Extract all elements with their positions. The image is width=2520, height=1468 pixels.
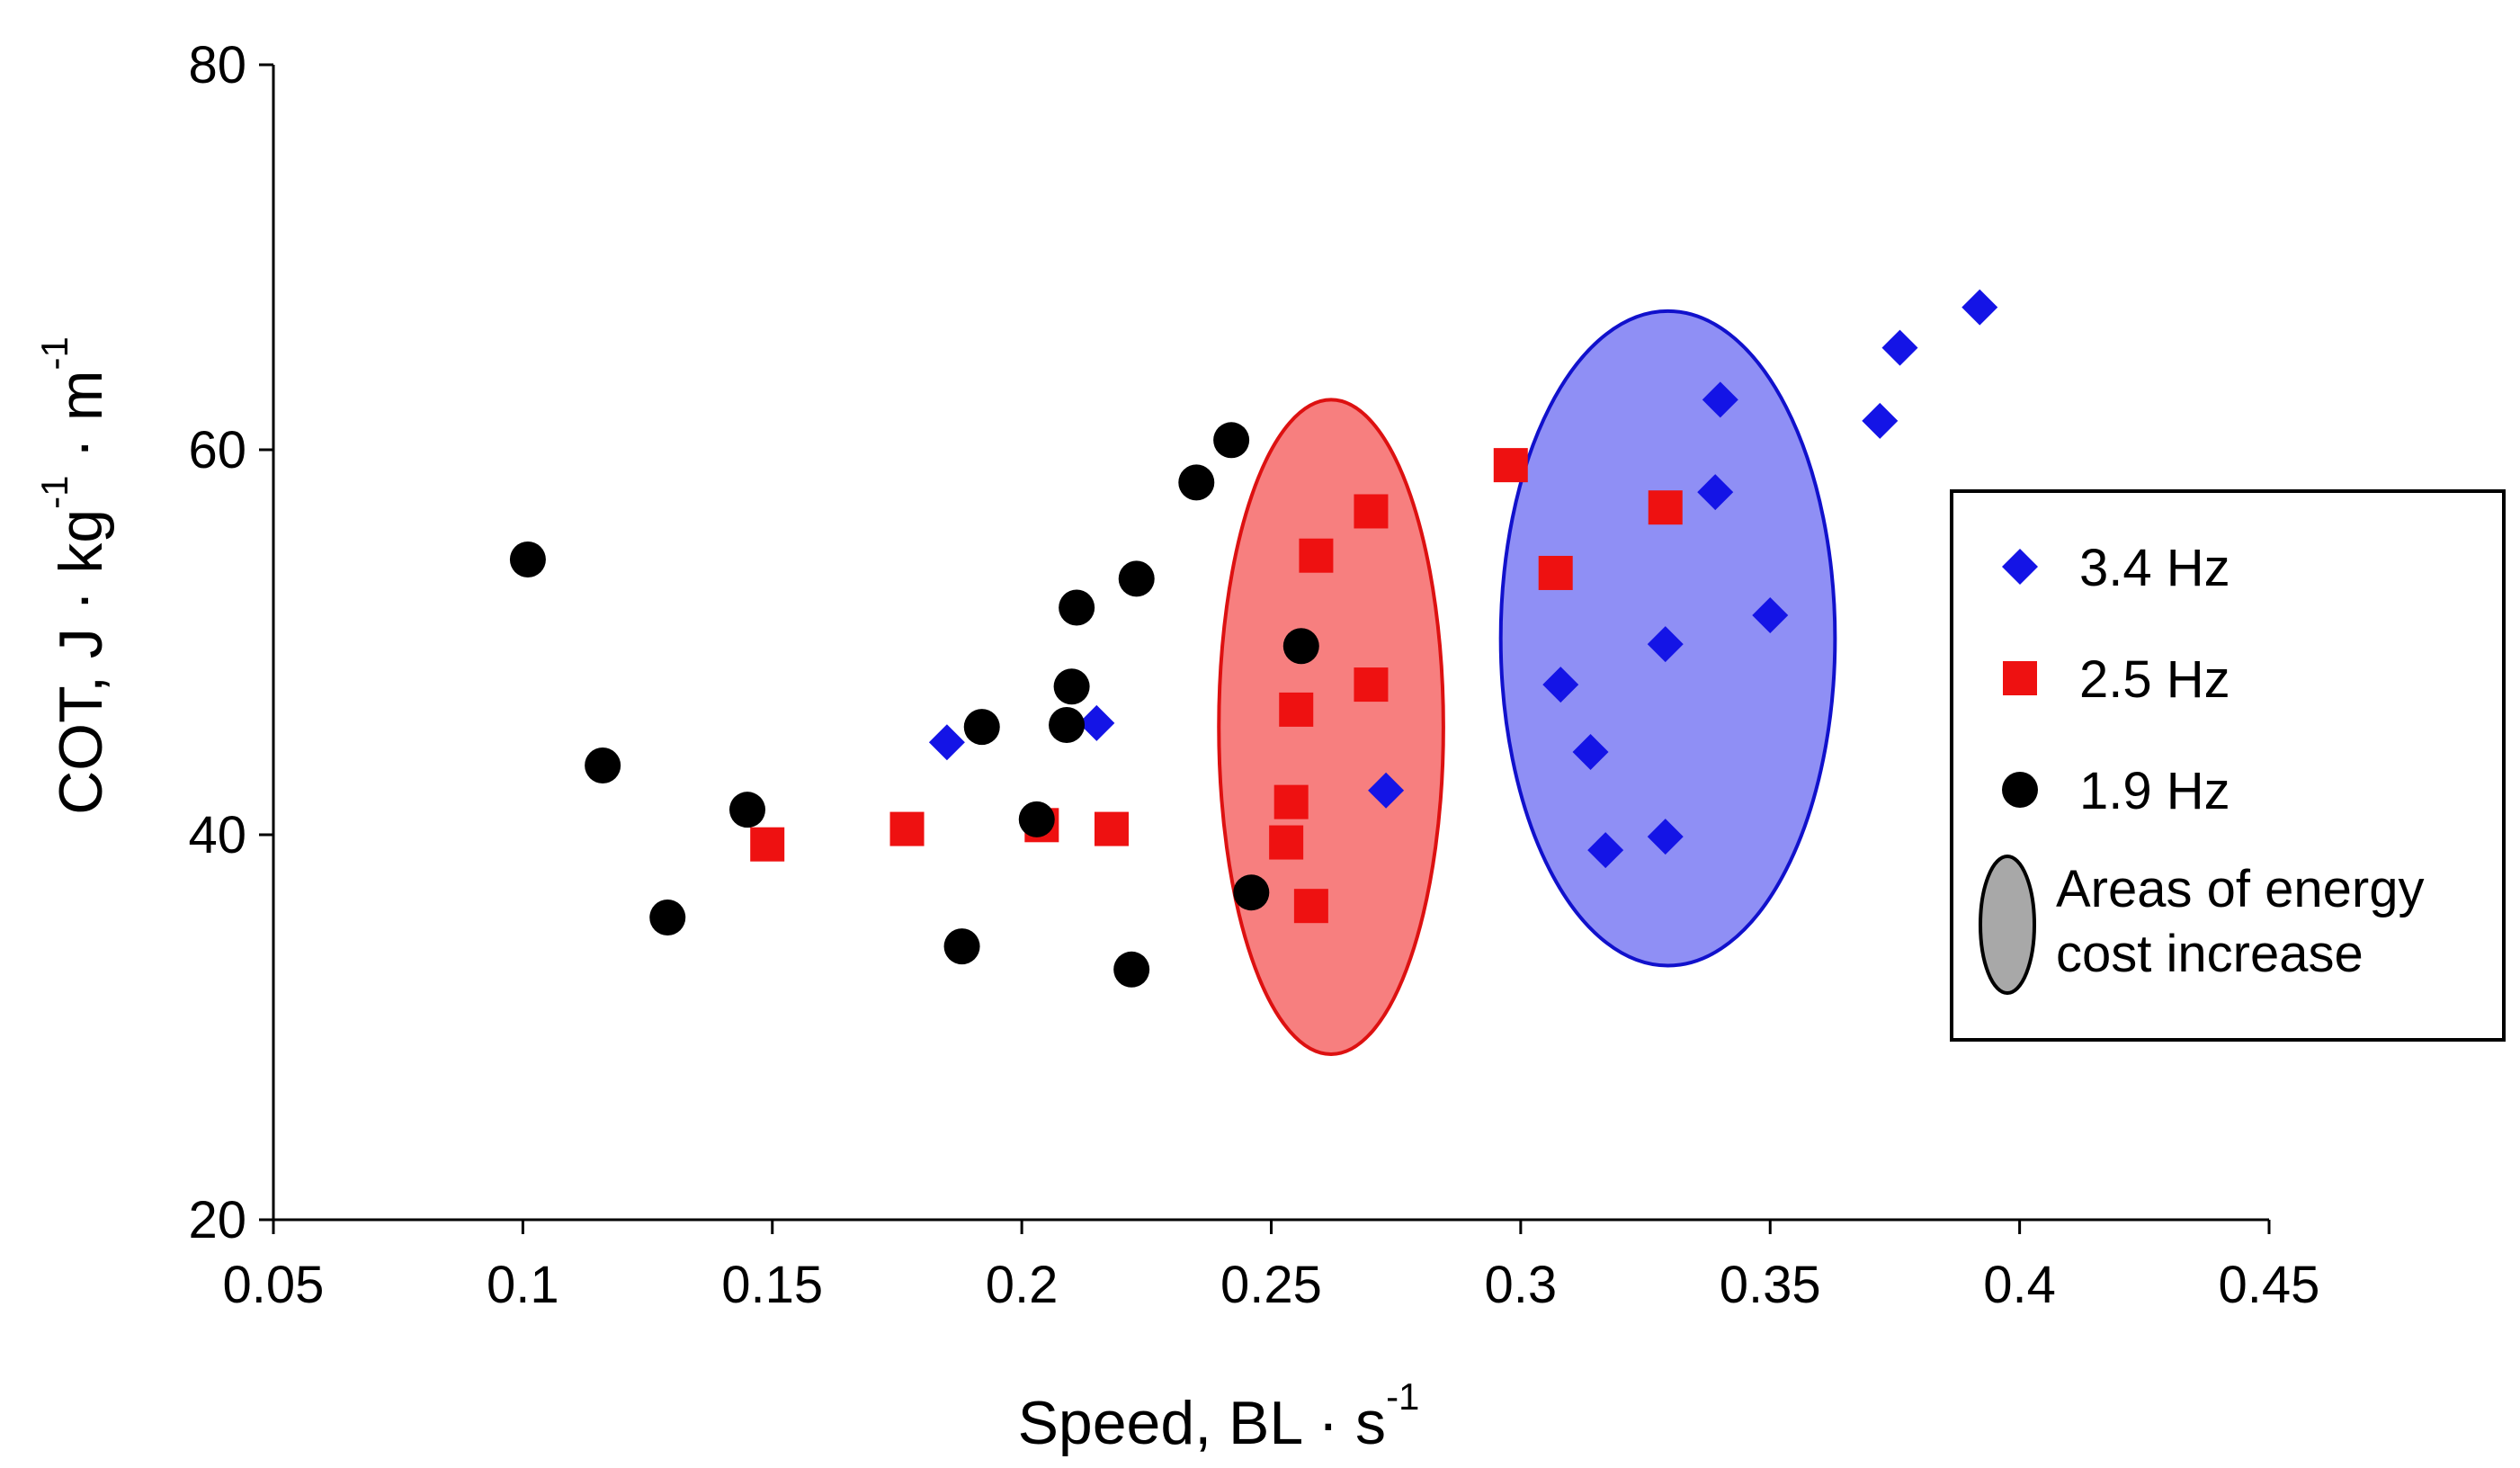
diamond-point (1647, 819, 1684, 855)
diamond-point (1752, 597, 1789, 634)
circle-point (1282, 628, 1319, 665)
circle-point (1118, 560, 1155, 597)
circle-point (1213, 422, 1250, 459)
y-tick-label: 20 (188, 1191, 246, 1249)
square-point (1354, 494, 1389, 529)
diamond-point (1572, 733, 1609, 770)
circle-point (509, 541, 546, 577)
circle-point (943, 928, 980, 965)
axes (259, 63, 2271, 1234)
x-tick-label: 0.05 (223, 1256, 325, 1314)
square-point (1354, 667, 1389, 703)
legend: 3.4 Hz 2.5 Hz 1.9 Hz Areas of energy cost … (1950, 489, 2506, 1042)
diamond-point (928, 724, 965, 761)
red-area-ellipse (1217, 398, 1445, 1056)
circle-point (729, 792, 766, 828)
square-point (889, 811, 925, 846)
legend-label: 2.5 Hz (2079, 650, 2230, 709)
x-tick-label: 0.45 (2219, 1256, 2320, 1314)
circle-point (1233, 874, 1270, 911)
data-points (509, 289, 1998, 988)
circle-point (1018, 801, 1055, 837)
circle-point (649, 900, 686, 936)
y-tick-label: 60 (188, 421, 246, 479)
diamond-point (1881, 329, 1918, 366)
x-tick-label: 0.4 (1983, 1256, 2056, 1314)
square-point (1279, 692, 1314, 727)
circle-point (585, 747, 621, 783)
square-point (750, 827, 785, 862)
legend-area-swatch (1979, 855, 2036, 995)
series-2-5-hz (750, 448, 1683, 924)
square-point (1299, 538, 1334, 573)
legend-diamond-icon (2002, 549, 2038, 585)
legend-label: 3.4 Hz (2079, 539, 2230, 597)
circle-point (1059, 589, 1095, 626)
legend-area-label-line1: Areas of energy (2056, 860, 2424, 918)
circle-point (1049, 707, 1086, 744)
circle-point (1178, 464, 1215, 501)
x-tick-labels: 0.05 0.1 0.15 0.2 0.25 0.3 0.35 0.4 0.45 (223, 1256, 2320, 1314)
y-tick-label: 40 (188, 806, 246, 864)
diamond-point (1587, 832, 1624, 869)
series-1-9-hz (509, 422, 1319, 988)
legend-circle-icon (2002, 772, 2038, 808)
square-point (1094, 811, 1129, 846)
legend-label: 1.9 Hz (2079, 762, 2230, 820)
diamond-point (1702, 381, 1738, 418)
x-tick-label: 0.1 (487, 1256, 559, 1314)
diamond-point (1542, 667, 1579, 703)
circle-point (1113, 951, 1150, 988)
diamond-point (1961, 289, 1998, 326)
y-tick-labels: 20 40 60 80 (188, 36, 246, 1249)
circle-point (963, 709, 1000, 746)
square-point (1293, 889, 1328, 924)
legend-area-label-line2: cost increase (2056, 925, 2364, 983)
diamond-point (1078, 704, 1115, 741)
x-tick-label: 0.2 (986, 1256, 1059, 1314)
diamond-point (1697, 474, 1734, 511)
square-point (1648, 490, 1683, 525)
legend-square-icon (2003, 661, 2037, 695)
x-tick-label: 0.35 (1720, 1256, 1821, 1314)
square-point (1273, 784, 1309, 819)
series-3-4-hz (928, 289, 1998, 869)
y-tick-label: 80 (188, 36, 246, 94)
square-point (1538, 555, 1573, 590)
diamond-point (1647, 626, 1684, 663)
y-axis-title: COT, J · kg-1 · m-1 (33, 336, 115, 815)
x-tick-label: 0.15 (721, 1256, 823, 1314)
square-point (1493, 448, 1528, 483)
legend-items: 3.4 Hz 2.5 Hz 1.9 Hz (2002, 539, 2230, 820)
square-point (1269, 825, 1304, 860)
diamond-point (1368, 772, 1405, 809)
legend-box (1950, 489, 2506, 1042)
diamond-point (1862, 402, 1899, 439)
x-tick-label: 0.25 (1220, 1256, 1322, 1314)
x-tick-label: 0.3 (1485, 1256, 1558, 1314)
x-axis-title: Speed, BL · s-1 (1018, 1375, 1420, 1457)
circle-point (1053, 668, 1090, 705)
